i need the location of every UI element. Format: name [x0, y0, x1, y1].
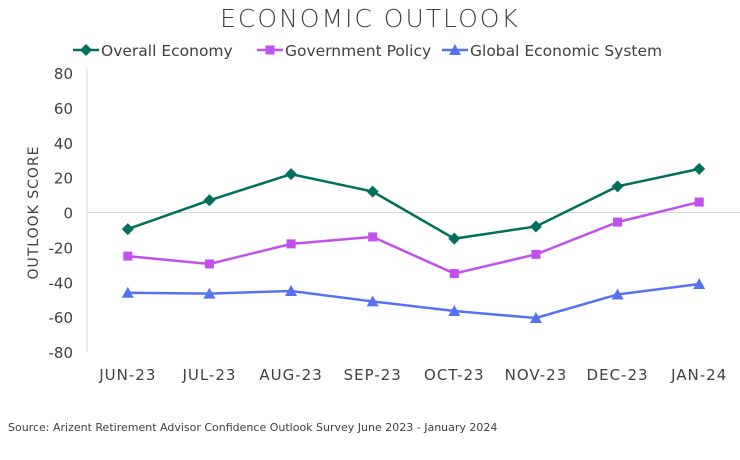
data-point [121, 223, 134, 236]
data-point [529, 220, 542, 233]
data-point [285, 284, 298, 296]
y-tick-label: -60 [49, 309, 74, 327]
data-point [121, 286, 134, 298]
data-point [531, 249, 541, 259]
y-tick-label: -20 [49, 239, 74, 257]
data-point [286, 239, 296, 249]
data-point [693, 162, 706, 175]
source-note: Source: Arizent Retirement Advisor Confi… [8, 421, 498, 434]
data-point [693, 277, 706, 289]
y-tick-label: 60 [54, 100, 73, 118]
x-tick-label: JUN-23 [98, 366, 156, 384]
data-point [123, 251, 133, 261]
series-government-policy [123, 197, 704, 279]
data-point [366, 295, 379, 307]
y-tick-label: 0 [63, 205, 73, 223]
chart-title: ECONOMIC OUTLOOK [220, 4, 520, 33]
y-tick-label: -80 [49, 344, 74, 362]
legend-label: Government Policy [285, 42, 431, 60]
line-chart: 80 60 40 20 0 -20 -40 -60 -80 JUN-23 JUL-23 AUG-23 S… [26, 42, 740, 384]
data-point [613, 217, 623, 227]
data-point [448, 232, 461, 245]
data-point [611, 288, 624, 300]
data-point [204, 259, 214, 269]
square-icon [265, 45, 275, 55]
data-point [203, 287, 216, 299]
data-point [529, 311, 542, 323]
series-overall-economy [121, 162, 706, 245]
data-point [368, 232, 378, 242]
legend-label: Global Economic System [470, 42, 662, 60]
triangle-icon [449, 44, 461, 55]
diamond-icon [80, 44, 92, 56]
legend-item: Global Economic System [442, 42, 662, 60]
data-point [366, 185, 379, 198]
legend-item: Government Policy [257, 42, 431, 60]
data-point [448, 305, 461, 317]
y-tick-label: 40 [54, 135, 73, 153]
x-tick-label: NOV-23 [505, 366, 568, 384]
x-tick-label: JUL-23 [181, 366, 236, 384]
legend-item: Overall Economy [73, 42, 233, 60]
x-tick-label: SEP-23 [344, 366, 402, 384]
series-line [127, 200, 700, 275]
data-point [449, 269, 459, 279]
data-point [694, 197, 704, 207]
y-axis-label: OUTLOOK SCORE [26, 145, 42, 279]
y-tick-label: 20 [54, 170, 73, 188]
x-tick-label: OCT-23 [424, 366, 485, 384]
series-global-economic-system [121, 277, 706, 323]
y-tick-label: 80 [54, 65, 73, 83]
legend-label: Overall Economy [101, 42, 233, 60]
data-point [203, 194, 216, 207]
x-tick-label: DEC-23 [587, 366, 649, 384]
series-line [127, 167, 700, 240]
x-tick-label: JAN-24 [670, 366, 727, 384]
data-point [285, 168, 298, 181]
series-line [127, 282, 700, 320]
y-tick-label: -40 [49, 274, 74, 292]
x-tick-label: AUG-23 [259, 366, 322, 384]
data-point [611, 180, 624, 193]
